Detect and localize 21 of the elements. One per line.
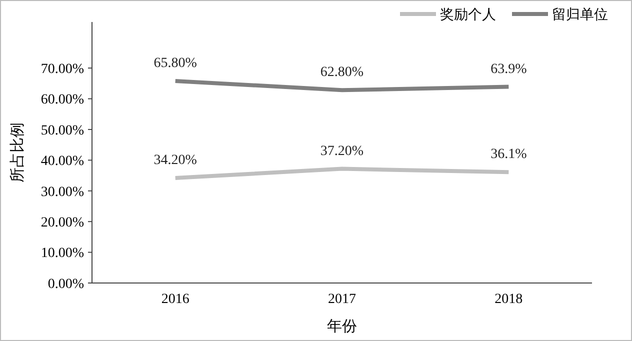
x-axis-title: 年份 (327, 318, 357, 335)
y-tick-label: 70.00% (40, 62, 84, 77)
y-tick-label: 0.00% (48, 276, 84, 292)
y-tick-label: 30.00% (40, 184, 84, 200)
data-label: 63.9% (490, 62, 528, 77)
legend-label: 奖励个人 (440, 6, 496, 23)
y-axis-title: 所占比例 (9, 122, 26, 182)
x-tick-label: 2018 (494, 292, 523, 307)
y-tick-label: 40.00% (40, 154, 84, 170)
y-tick-label: 20.00% (40, 215, 84, 230)
data-label: 62.80% (320, 65, 364, 80)
data-label: 37.20% (320, 144, 364, 159)
x-tick-label: 2017 (328, 292, 356, 307)
y-tick-label: 10.00% (40, 246, 84, 262)
data-label: 36.1% (490, 147, 528, 162)
x-tick-label: 2016 (161, 292, 190, 307)
legend-label: 留归单位 (552, 6, 608, 23)
y-tick-label: 60.00% (40, 92, 84, 108)
data-label: 34.20% (154, 152, 198, 168)
data-label: 65.80% (154, 56, 198, 71)
y-tick-label: 50.00% (40, 123, 84, 138)
